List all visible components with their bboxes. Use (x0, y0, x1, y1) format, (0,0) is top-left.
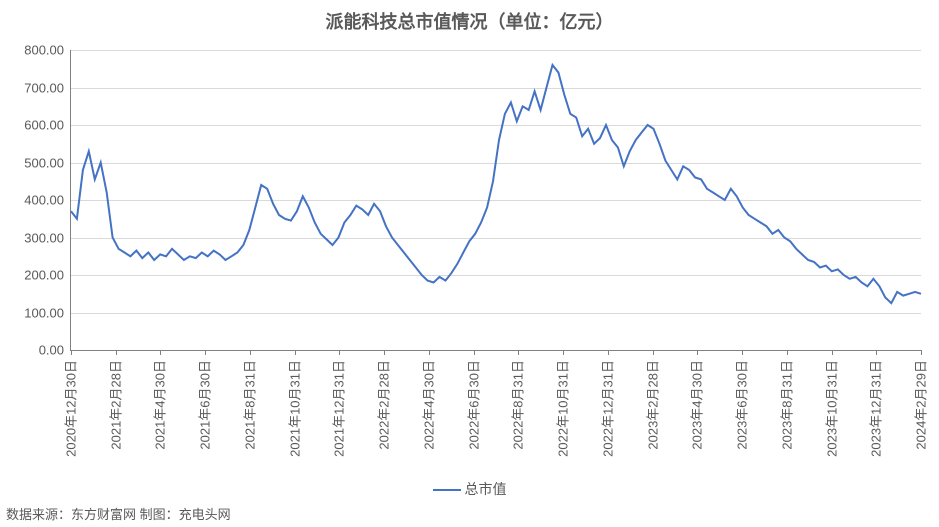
chart-container: 派能科技总市值情况（单位：亿元） 0.00 100.00 200.00 300.00 4… (0, 0, 939, 527)
x-tick (160, 350, 161, 355)
y-tick-label: 0.00 (4, 343, 64, 358)
x-tick (295, 350, 296, 355)
x-tick-label: 2024年2月29日 (911, 360, 930, 450)
y-tick-label: 400.00 (4, 193, 64, 208)
x-tick-label: 2023年2月28日 (642, 360, 661, 450)
y-tick-label: 800.00 (4, 43, 64, 58)
x-tick (832, 350, 833, 355)
line-series (71, 50, 921, 350)
legend: 总市值 (0, 479, 939, 499)
x-tick (653, 350, 654, 355)
x-tick-label: 2021年10月31日 (284, 360, 303, 457)
x-tick (205, 350, 206, 355)
x-tick-label: 2021年8月31日 (239, 360, 258, 450)
y-tick-label: 600.00 (4, 118, 64, 133)
y-tick-label: 100.00 (4, 305, 64, 320)
x-tick-label: 2022年8月31日 (508, 360, 527, 450)
x-tick-label: 2021年2月28日 (105, 360, 124, 450)
x-tick-label: 2022年2月28日 (374, 360, 393, 450)
x-tick (250, 350, 251, 355)
x-tick (876, 350, 877, 355)
x-tick-label: 2020年12月30日 (61, 360, 80, 457)
x-tick (563, 350, 564, 355)
x-tick-label: 2023年12月31日 (866, 360, 885, 457)
x-tick-label: 2021年12月31日 (329, 360, 348, 457)
y-tick-label: 500.00 (4, 155, 64, 170)
x-tick-label: 2023年4月30日 (687, 360, 706, 450)
x-tick (518, 350, 519, 355)
x-tick (742, 350, 743, 355)
x-tick (474, 350, 475, 355)
chart-title: 派能科技总市值情况（单位：亿元） (0, 8, 939, 34)
source-text: 数据来源：东方财富网 制图：充电头网 (6, 504, 231, 523)
x-tick (384, 350, 385, 355)
x-tick (921, 350, 922, 355)
x-tick (787, 350, 788, 355)
legend-label: 总市值 (465, 481, 507, 497)
y-tick-label: 700.00 (4, 80, 64, 95)
x-tick (608, 350, 609, 355)
x-tick-label: 2023年6月30日 (732, 360, 751, 450)
x-tick-label: 2021年4月30日 (150, 360, 169, 450)
x-tick (116, 350, 117, 355)
x-tick (697, 350, 698, 355)
y-tick-label: 200.00 (4, 268, 64, 283)
x-tick (71, 350, 72, 355)
legend-swatch (433, 489, 461, 491)
x-tick-label: 2023年10月31日 (821, 360, 840, 457)
x-tick-label: 2023年8月31日 (776, 360, 795, 450)
x-tick-label: 2022年6月30日 (463, 360, 482, 450)
x-tick-label: 2022年12月31日 (597, 360, 616, 457)
x-tick-label: 2021年6月30日 (195, 360, 214, 450)
x-tick (429, 350, 430, 355)
x-tick-label: 2022年4月30日 (418, 360, 437, 450)
plot-area (70, 50, 921, 351)
x-tick (339, 350, 340, 355)
y-tick-label: 300.00 (4, 230, 64, 245)
x-tick-label: 2022年10月31日 (553, 360, 572, 457)
